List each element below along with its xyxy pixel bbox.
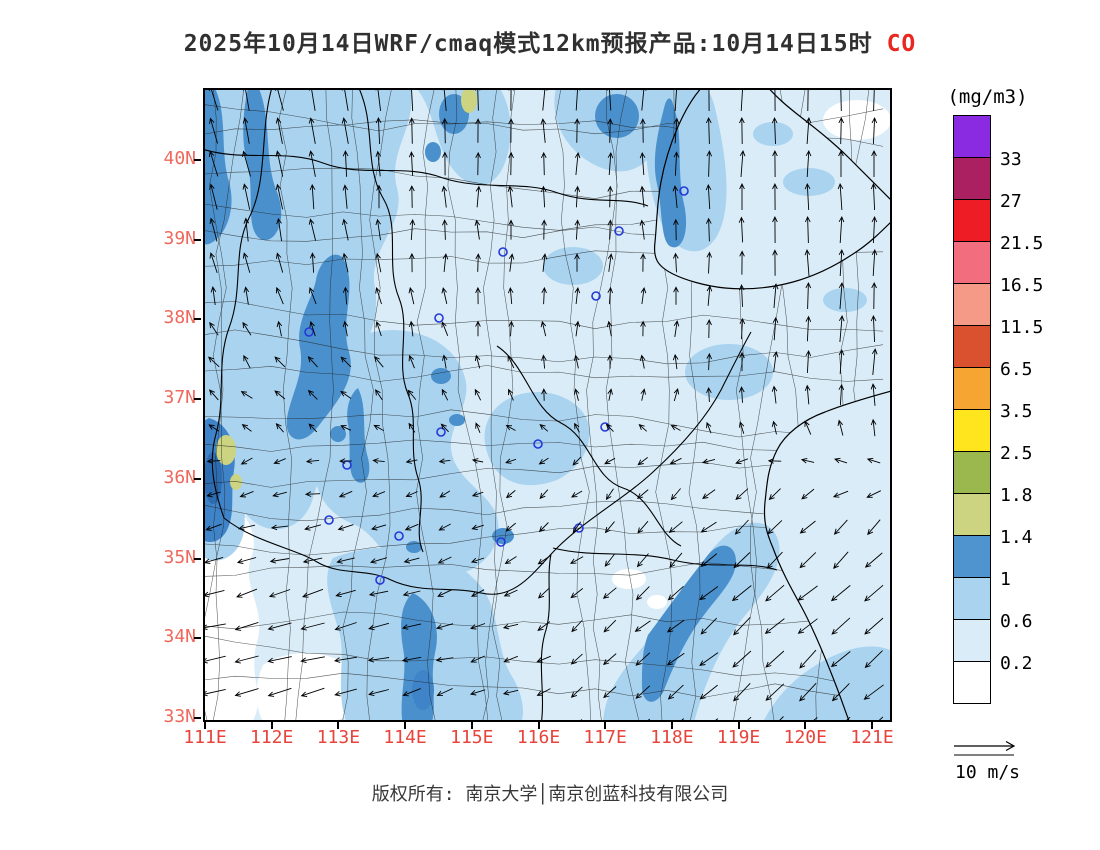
colorbar-block (953, 661, 991, 704)
lat-tick-label: 38N (163, 307, 196, 329)
wind-arrows-layer (205, 90, 884, 720)
coastline (653, 90, 890, 720)
lon-tick (670, 722, 673, 729)
lat-tick (194, 716, 201, 719)
city-marker (394, 531, 404, 541)
title-main: 2025年10月14日WRF/cmaq模式12km预报产品:10月14日15时 (183, 31, 873, 57)
wind-reference-arrow (954, 740, 1016, 756)
city-marker (591, 291, 601, 301)
colorbar-block (953, 241, 991, 284)
colorbar-block (953, 451, 991, 494)
lat-tick (194, 398, 201, 401)
colorbar-tick-label: 16.5 (1000, 275, 1044, 296)
lat-tick-label: 36N (163, 466, 196, 488)
lon-tick-label: 119E (716, 727, 761, 748)
lat-tick (194, 557, 201, 560)
title-species: CO (886, 31, 917, 57)
lat-tick (194, 318, 201, 321)
city-marker (679, 186, 689, 196)
colorbar-block (953, 283, 991, 326)
lon-tick (404, 722, 407, 729)
lon-tick-label: 120E (783, 727, 827, 748)
lon-tick (204, 722, 206, 729)
colorbar-block (953, 325, 991, 368)
lon-tick-label: 113E (316, 727, 361, 748)
lon-tick-label: 118E (650, 727, 694, 748)
lat-tick-label: 35N (163, 546, 196, 568)
lon-tick-label: 111E (183, 727, 227, 748)
colorbar-block (953, 493, 991, 536)
colorbar-tick-label: 27 (1000, 191, 1022, 212)
colorbar-tick-label: 0.6 (1000, 611, 1033, 632)
colorbar-tick-label: 3.5 (1000, 401, 1033, 422)
map-canvas (205, 90, 890, 720)
khaki-high-value-spots (216, 90, 477, 490)
colorbar-tick-label: 1.8 (1000, 485, 1033, 506)
lat-tick (194, 159, 201, 161)
lat-tick-label: 33N (163, 705, 196, 727)
lon-tick (270, 722, 273, 729)
lat-tick (194, 637, 201, 640)
city-marker (324, 515, 334, 525)
city-marker (496, 537, 506, 547)
lat-tick-label: 37N (163, 387, 196, 409)
lon-tick-label: 117E (583, 727, 627, 748)
city-marker (498, 247, 508, 257)
colorbar-block (953, 115, 991, 158)
lon-tick (871, 722, 873, 729)
city-marker (436, 427, 446, 437)
colorbar-tick-label: 6.5 (1000, 359, 1033, 380)
lon-tick (804, 722, 807, 729)
colorbar-block (953, 577, 991, 620)
colorbar-unit-label: (mg/m3) (947, 86, 1028, 108)
city-marker (533, 439, 543, 449)
colorbar-block (953, 535, 991, 578)
lon-tick-label: 121E (850, 727, 894, 748)
lat-tick-label: 39N (163, 227, 196, 249)
lon-tick-label: 112E (250, 727, 294, 748)
city-marker (375, 575, 385, 585)
copyright-footer: 版权所有: 南京大学│南京创蓝科技有限公司 (371, 784, 729, 805)
lon-tick-label: 115E (450, 727, 494, 748)
colorbar-tick-label: 2.5 (1000, 443, 1033, 464)
lon-tick (537, 722, 540, 729)
colorbar-block (953, 367, 991, 410)
colorbar-tick-label: 1.4 (1000, 527, 1033, 548)
wind-reference-label: 10 m/s (954, 762, 1021, 783)
lon-tick-label: 116E (516, 727, 561, 748)
forecast-map (203, 88, 892, 722)
colorbar-tick-label: 0.2 (1000, 653, 1033, 674)
province-boundaries-layer (205, 90, 778, 720)
contour-fill-layer (205, 90, 890, 720)
colorbar-tick-label: 21.5 (1000, 233, 1044, 254)
lat-tick (194, 238, 201, 241)
colorbar-block (953, 157, 991, 200)
city-marker (614, 226, 624, 236)
city-marker (434, 313, 444, 323)
lon-tick-label: 114E (383, 727, 427, 748)
lat-tick (194, 477, 201, 480)
lat-tick-label: 40N (163, 148, 196, 169)
lon-tick (337, 722, 340, 729)
lon-tick (470, 722, 473, 729)
lon-tick (737, 722, 740, 729)
page-title: 2025年10月14日WRF/cmaq模式12km预报产品:10月14日15时 C… (0, 24, 1100, 58)
lon-tick (604, 722, 607, 729)
colorbar-tick-label: 33 (1000, 149, 1022, 170)
city-marker (304, 327, 314, 337)
colorbar-tick-label: 1 (1000, 569, 1011, 590)
lat-tick-label: 34N (163, 626, 196, 648)
colorbar (953, 115, 991, 704)
colorbar-block (953, 409, 991, 452)
colorbar-block (953, 199, 991, 242)
colorbar-block (953, 619, 991, 662)
colorbar-tick-label: 11.5 (1000, 317, 1044, 338)
